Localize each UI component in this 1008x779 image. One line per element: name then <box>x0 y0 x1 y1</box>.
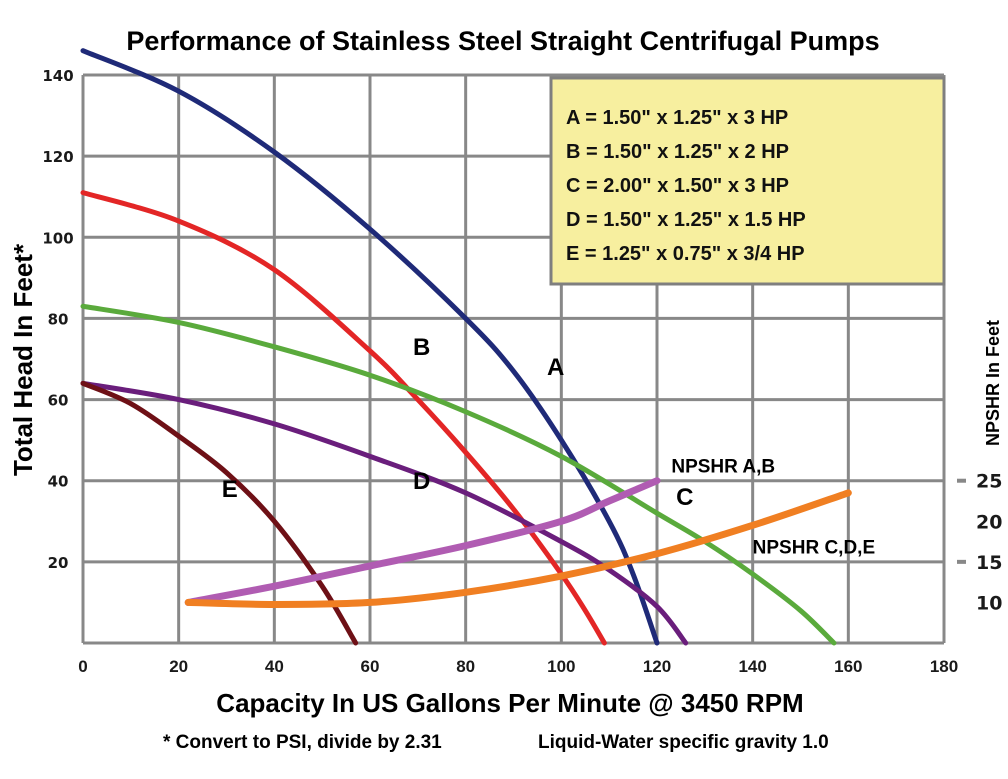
series-line-npshr-a-b <box>184 477 661 606</box>
x-tick-label: 120 <box>643 657 671 676</box>
x-tick-label: 180 <box>930 657 958 676</box>
y-tick-label: 60 <box>48 392 69 410</box>
legend-entry: C = 2.00" x 1.50" x 3 HP <box>566 175 789 197</box>
legend-entry: D = 1.50" x 1.25" x 1.5 HP <box>566 209 806 231</box>
legend-box <box>549 76 946 286</box>
curve-labels: A B C D E NPSHR A,B NPSHR C,D,E <box>222 334 875 559</box>
y2-tick-mark <box>957 559 966 564</box>
series-line-c <box>80 303 837 646</box>
legend-entry: A = 1.50" x 1.25" x 3 HP <box>566 107 788 129</box>
chart-title: Performance of Stainless Steel Straight … <box>126 26 879 56</box>
y-tick-label: 40 <box>48 473 69 491</box>
legend-entry: B = 1.50" x 1.25" x 2 HP <box>566 141 789 163</box>
x-tick-label: 40 <box>265 657 284 676</box>
y-tick-label: 100 <box>42 229 73 247</box>
x-tick-label: 20 <box>169 657 188 676</box>
series-line-npshr-c-d-e <box>184 489 852 608</box>
y2-tick-label: 20 <box>976 511 1002 533</box>
y2-tick-mark <box>957 478 966 483</box>
series-label-npshr-a-b: NPSHR A,B <box>671 457 775 478</box>
series-label-b: B <box>413 334 430 361</box>
legend-entry: E = 1.25" x 0.75" x 3/4 HP <box>566 243 805 265</box>
series-line-a <box>80 48 660 646</box>
series-label-c: C <box>676 484 693 511</box>
y2-tick-label: 25 <box>976 471 1002 493</box>
x-tick-label: 80 <box>456 657 475 676</box>
y-tick-label: 80 <box>48 310 69 328</box>
y2-axis-label: NPSHR In Feet <box>983 320 1003 446</box>
series-label-a: A <box>547 354 564 381</box>
y2-axis-ticks: 25 20 15 10 <box>957 471 1002 614</box>
y-axis-label: Total Head In Feet* <box>8 243 38 476</box>
x-tick-label: 160 <box>834 657 862 676</box>
series-line-e <box>80 380 359 646</box>
y-tick-label: 20 <box>48 554 69 572</box>
x-axis-label: Capacity In US Gallons Per Minute @ 3450… <box>216 688 803 718</box>
y2-tick-label: 10 <box>976 592 1002 614</box>
series-label-e: E <box>222 476 238 503</box>
x-tick-label: 140 <box>738 657 766 676</box>
x-tick-label: 60 <box>361 657 380 676</box>
series-label-npshr-c-d-e: NPSHR C,D,E <box>753 538 875 559</box>
series-line-b <box>80 190 607 646</box>
y2-tick-label: 15 <box>976 552 1002 574</box>
footnote-gravity: Liquid-Water specific gravity 1.0 <box>538 732 829 753</box>
series-label-d: D <box>413 468 430 495</box>
footnote-psi: * Convert to PSI, divide by 2.31 <box>163 732 442 753</box>
y-axis-ticks: 20 40 60 80 100 120 140 <box>42 67 73 572</box>
series-line-d <box>80 380 689 646</box>
curves <box>80 48 852 646</box>
x-tick-label: 100 <box>547 657 575 676</box>
y-tick-label: 140 <box>42 67 73 85</box>
legend: A = 1.50" x 1.25" x 3 HP B = 1.50" x 1.25… <box>549 76 946 286</box>
x-tick-label: 0 <box>78 657 87 676</box>
y-tick-label: 120 <box>42 148 73 166</box>
x-axis-ticks: 0 20 40 60 80 100 120 140 160 180 <box>78 657 958 676</box>
